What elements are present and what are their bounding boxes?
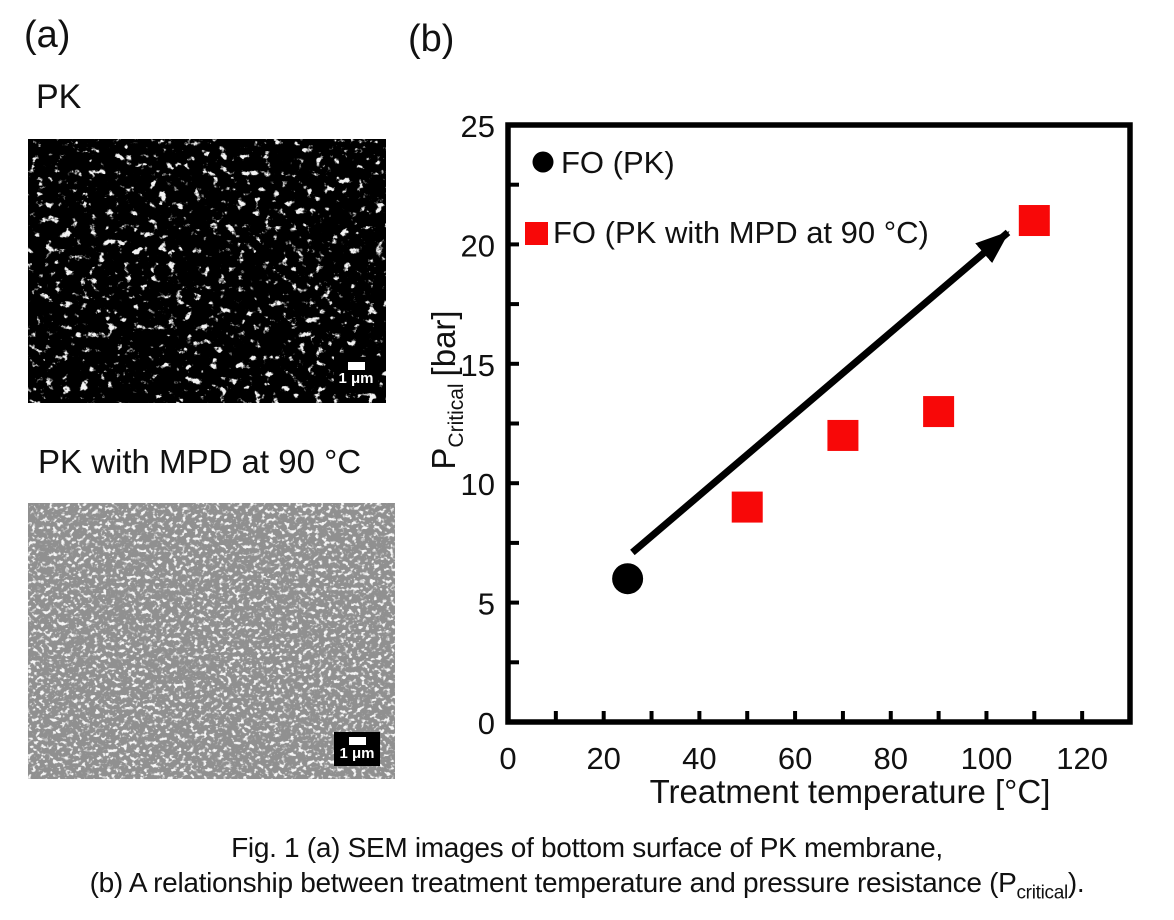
- caption-line-2-text: (b) A relationship between treatment tem…: [89, 867, 1017, 898]
- sem-pk-texture: [28, 139, 386, 403]
- data-point-square: [923, 396, 955, 428]
- y-tick-label: 25: [461, 109, 495, 144]
- legend-label-fo-pk: FO (PK): [561, 145, 675, 180]
- y-tick-label: 10: [461, 467, 495, 502]
- caption-line-2-subscript: critical: [1016, 882, 1068, 904]
- chart-legend-markers: [525, 151, 554, 245]
- data-point-circle: [612, 563, 644, 595]
- sem-image-pk: 1 μm: [28, 139, 386, 403]
- figure-caption: Fig. 1 (a) SEM images of bottom surface …: [0, 830, 1174, 911]
- sem-image-pk-mpd: 1 μm: [28, 503, 395, 779]
- scalebar-1-label: 1 μm: [338, 370, 374, 387]
- sem-pk-speckles: [28, 139, 386, 403]
- legend-marker-square: [525, 222, 548, 245]
- chart-annotation: [630, 229, 1011, 556]
- y-axis-title: PCritical [bar]: [425, 310, 468, 469]
- scalebar-2-label: 1 μm: [339, 745, 375, 762]
- x-tick-label: 40: [682, 741, 716, 776]
- scalebar-2-bar: [348, 737, 366, 745]
- y-axis-title-sub: Critical: [445, 383, 468, 447]
- x-tick-label: 60: [778, 741, 812, 776]
- trend-arrow: [630, 229, 1011, 556]
- y-tick-label: 15: [461, 348, 495, 383]
- sem2-title: PK with MPD at 90 °C: [38, 443, 362, 480]
- sem-pk-mpd-pores: [28, 503, 395, 779]
- chart-axes: [505, 122, 1133, 725]
- y-axis-title-main: P: [425, 448, 462, 470]
- data-point-square: [827, 419, 859, 451]
- data-point-square: [731, 491, 763, 523]
- y-tick-label: 0: [478, 706, 495, 741]
- y-tick-label: 20: [461, 228, 495, 263]
- chart: 0 20 40 60 80 100 120 0 5 10 15 20 25 FO (PK) FO (PK…: [425, 109, 1133, 810]
- caption-line-1: Fig. 1 (a) SEM images of bottom surface …: [231, 832, 943, 863]
- x-tick-label: 100: [961, 741, 1013, 776]
- x-tick-label: 80: [874, 741, 908, 776]
- legend-label-fo-pk-mpd: FO (PK with MPD at 90 °C): [553, 215, 929, 250]
- scalebar-1: 1 μm: [334, 357, 378, 393]
- legend-marker-circle: [532, 151, 554, 173]
- x-tick-label: 0: [499, 741, 516, 776]
- x-axis-title: Treatment temperature [°C]: [650, 773, 1051, 810]
- sem1-title: PK: [36, 78, 82, 116]
- chart-tick-labels: 0 20 40 60 80 100 120 0 5 10 15 20 25: [461, 109, 1109, 776]
- scalebar-1-bar: [347, 362, 365, 370]
- sem-pk-mpd-texture: [28, 503, 395, 779]
- chart-points: [612, 205, 1050, 595]
- y-axis-title-unit: [bar]: [425, 310, 462, 376]
- panel-b-label: (b): [408, 18, 455, 60]
- caption-line-2: (b) A relationship between treatment tem…: [0, 865, 1174, 911]
- caption-line-2-end: ).: [1067, 867, 1085, 898]
- y-tick-label: 5: [478, 587, 495, 622]
- x-tick-label: 20: [586, 741, 620, 776]
- panel-a-label: (a): [24, 14, 71, 56]
- scalebar-2: 1 μm: [334, 732, 380, 766]
- data-point-square: [1018, 205, 1050, 237]
- x-tick-label: 120: [1056, 741, 1108, 776]
